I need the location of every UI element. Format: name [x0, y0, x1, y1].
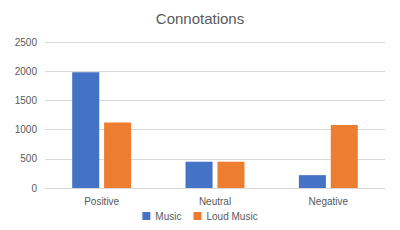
svg-text:Negative: Negative: [309, 196, 349, 207]
svg-text:Positive: Positive: [84, 196, 119, 207]
svg-text:Loud Music: Loud Music: [206, 211, 257, 222]
svg-text:2500: 2500: [15, 37, 38, 48]
svg-text:Music: Music: [155, 211, 181, 222]
svg-text:Neutral: Neutral: [199, 196, 231, 207]
svg-text:Connotations: Connotations: [156, 10, 244, 27]
svg-text:0: 0: [31, 183, 37, 194]
svg-text:1000: 1000: [15, 124, 38, 135]
svg-text:2000: 2000: [15, 66, 38, 77]
svg-text:1500: 1500: [15, 95, 38, 106]
svg-text:500: 500: [20, 153, 37, 164]
